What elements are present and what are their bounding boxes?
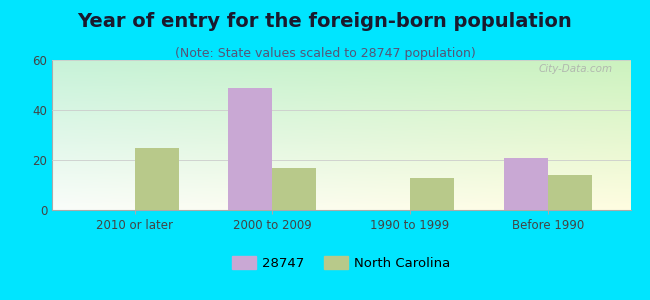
Text: Year of entry for the foreign-born population: Year of entry for the foreign-born popul… — [77, 12, 573, 31]
Bar — [228, 88, 272, 210]
Bar — [504, 158, 548, 210]
Bar — [135, 148, 179, 210]
Bar — [548, 175, 592, 210]
Bar — [410, 178, 454, 210]
Bar — [272, 167, 317, 210]
Legend: 28747, North Carolina: 28747, North Carolina — [226, 250, 456, 275]
Text: (Note: State values scaled to 28747 population): (Note: State values scaled to 28747 popu… — [175, 46, 475, 59]
Text: City-Data.com: City-Data.com — [539, 64, 613, 74]
